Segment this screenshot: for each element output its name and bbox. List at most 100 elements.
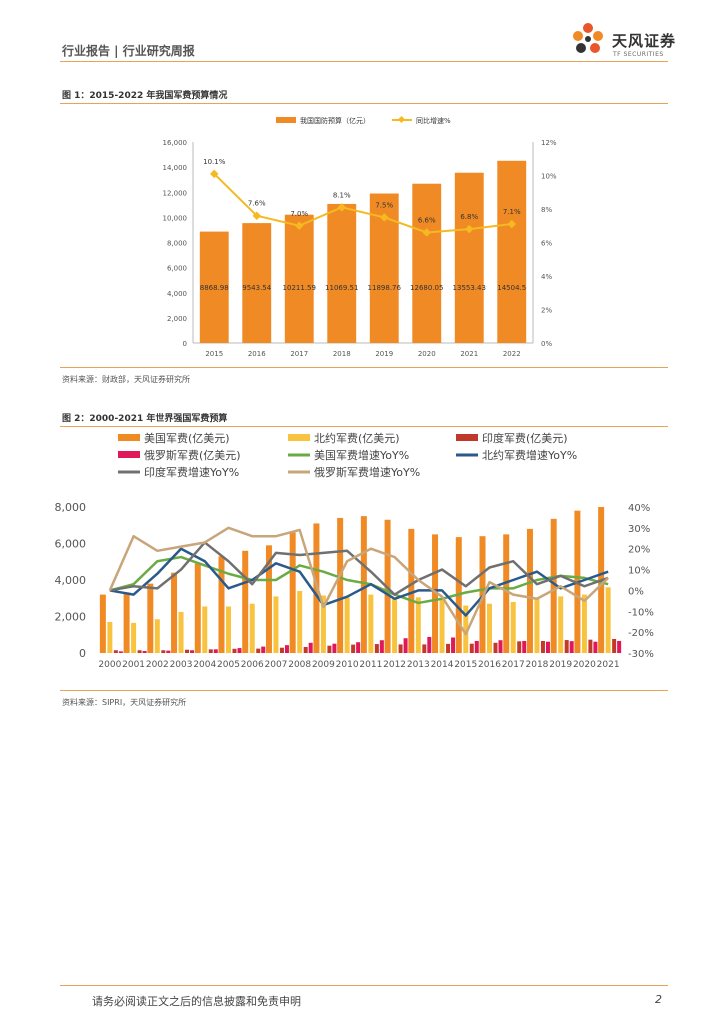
x-tick-label: 2021 <box>460 350 478 358</box>
bar <box>534 598 540 653</box>
bar <box>308 642 313 653</box>
bar <box>439 598 445 653</box>
bar <box>218 556 225 653</box>
x-tick-label: 2008 <box>288 660 311 670</box>
y-tick-label: 10,000 <box>163 214 188 222</box>
bar <box>360 516 367 653</box>
y2-tick-label: 4% <box>541 273 552 281</box>
x-tick-label: 2004 <box>193 660 216 670</box>
bar <box>503 534 510 653</box>
x-tick-label: 2022 <box>503 350 521 358</box>
bar <box>368 594 374 653</box>
bar <box>581 594 587 653</box>
bar <box>415 597 421 653</box>
bar <box>422 644 427 653</box>
growth-data-label: 7.6% <box>248 200 266 208</box>
x-tick-label: 2003 <box>170 660 193 670</box>
x-tick-label: 2010 <box>336 660 359 670</box>
y-tick-label: 2,000 <box>167 315 187 323</box>
footer-disclaimer: 请务必阅读正文之后的信息披露和免责申明 <box>92 995 301 1008</box>
legend-swatch-bar <box>118 451 140 458</box>
bar <box>408 528 415 653</box>
bar <box>432 534 439 653</box>
bar <box>403 638 408 653</box>
logo-text: 天风证券 <box>612 32 677 50</box>
y2-tick-label: 2% <box>541 307 552 315</box>
bar <box>463 605 469 653</box>
header-divider <box>60 61 668 62</box>
bar <box>498 640 503 653</box>
bar <box>327 203 357 343</box>
bar-data-label: 13553.43 <box>453 284 486 292</box>
x-tick-label: 2021 <box>597 660 620 670</box>
bar <box>249 603 255 653</box>
x-tick-label: 2002 <box>146 660 169 670</box>
bar-data-label: 11069.51 <box>325 284 358 292</box>
y2-tick-label: -30% <box>628 649 654 660</box>
x-tick-label: 2016 <box>478 660 501 670</box>
bar <box>588 639 593 653</box>
bar <box>351 644 356 653</box>
bar <box>131 622 137 653</box>
y-tick-label: 4,000 <box>167 290 187 298</box>
bar <box>284 645 289 653</box>
y2-tick-label: 8% <box>541 206 552 214</box>
bar <box>166 650 171 653</box>
bar <box>545 641 550 653</box>
growth-point <box>380 213 389 222</box>
y2-tick-label: 0% <box>541 340 552 348</box>
bar <box>564 640 569 653</box>
bar <box>161 650 166 653</box>
bar <box>185 649 190 653</box>
legend-label: 美国军费(亿美元) <box>144 432 230 445</box>
bar-data-label: 11898.76 <box>368 284 402 292</box>
x-tick-label: 2015 <box>454 660 477 670</box>
growth-data-label: 8.1% <box>333 191 351 199</box>
growth-point <box>295 221 304 230</box>
legend-label: 我国国防预算（亿元） <box>300 116 370 125</box>
legend-label: 印度军费(亿美元) <box>482 431 568 445</box>
bar <box>242 223 272 343</box>
bar <box>289 532 296 653</box>
bar <box>454 172 484 343</box>
bar-data-label: 14504.5 <box>497 284 526 292</box>
legend-label: 俄罗斯军费增速YoY% <box>314 465 420 479</box>
bar <box>427 636 432 653</box>
y-tick-label: 0 <box>183 340 187 348</box>
bar <box>517 641 522 653</box>
bar <box>107 621 113 653</box>
growth-data-label: 7.1% <box>503 208 521 216</box>
bar <box>337 517 344 653</box>
growth-point <box>252 211 261 220</box>
bar <box>190 650 195 653</box>
legend-label: 北约军费增速YoY% <box>482 448 577 462</box>
figure1-divider <box>60 103 668 104</box>
legend-label: 北约军费(亿美元) <box>314 432 400 445</box>
bar <box>398 644 403 653</box>
series-line <box>109 541 609 596</box>
y2-tick-label: 20% <box>628 545 650 556</box>
legend-label: 同比增速% <box>416 116 451 125</box>
bar <box>469 643 474 653</box>
y-tick-label: 8,000 <box>167 240 187 248</box>
x-tick-label: 2017 <box>502 660 525 670</box>
bar-data-label: 10211.59 <box>283 284 316 292</box>
bar <box>558 596 564 653</box>
bar <box>332 643 337 653</box>
series-line <box>109 555 609 605</box>
bar <box>510 601 516 653</box>
bar <box>593 641 598 653</box>
bar <box>540 640 545 653</box>
logo-mark-icon <box>573 23 603 53</box>
bar <box>237 648 242 653</box>
bar <box>256 648 261 653</box>
bar <box>202 606 208 653</box>
x-tick-label: 2020 <box>573 660 596 670</box>
bar <box>374 644 379 653</box>
x-tick-label: 2000 <box>98 660 121 670</box>
legend-swatch-bar <box>456 434 478 441</box>
growth-point <box>422 228 431 237</box>
x-tick-label: 2016 <box>248 350 266 358</box>
bar <box>154 619 160 653</box>
bar <box>137 650 142 653</box>
